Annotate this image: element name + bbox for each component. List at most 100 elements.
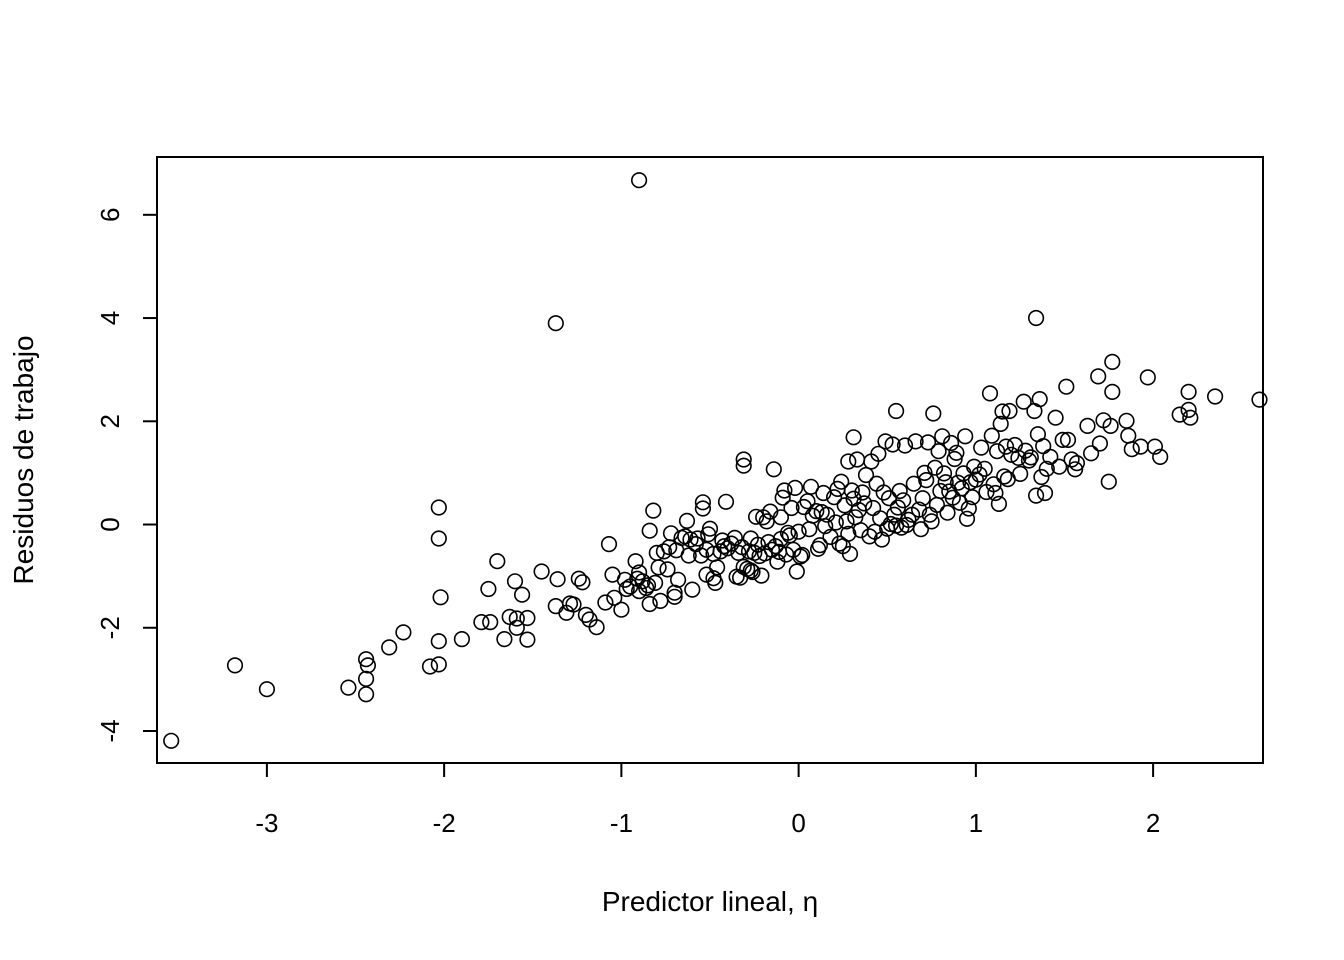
data-point xyxy=(996,468,1013,485)
data-point xyxy=(783,499,800,517)
data-point xyxy=(817,517,834,535)
data-point xyxy=(973,439,990,456)
data-point xyxy=(430,633,447,650)
data-point xyxy=(669,571,687,588)
data-point xyxy=(340,679,357,696)
data-point xyxy=(919,434,937,451)
data-point xyxy=(1035,438,1052,455)
data-point xyxy=(1066,461,1084,478)
data-point xyxy=(1036,484,1054,502)
data-point xyxy=(918,472,935,489)
data-point xyxy=(838,513,855,530)
data-point xyxy=(641,595,658,613)
data-point xyxy=(861,528,878,545)
data-point xyxy=(1102,417,1119,435)
data-point xyxy=(811,537,829,554)
data-point xyxy=(482,613,499,631)
data-point xyxy=(358,670,375,688)
data-point xyxy=(519,631,536,648)
data-point xyxy=(1120,427,1137,444)
data-point xyxy=(549,571,566,588)
data-point xyxy=(613,601,630,618)
data-point xyxy=(606,589,623,606)
x-tick-label: 1 xyxy=(969,808,983,838)
data-point xyxy=(891,482,908,500)
data-point xyxy=(942,434,960,452)
data-point xyxy=(1182,409,1199,426)
data-point xyxy=(630,564,648,581)
data-point xyxy=(808,503,825,520)
data-point xyxy=(666,588,683,605)
data-point xyxy=(359,657,377,674)
data-point xyxy=(506,573,524,590)
x-tick-label: 0 xyxy=(791,808,805,838)
data-point xyxy=(707,574,724,592)
data-point xyxy=(958,510,976,527)
data-point xyxy=(1104,383,1121,401)
data-point xyxy=(547,597,564,615)
y-axis-label: Residuos de trabajo xyxy=(8,335,39,584)
data-point xyxy=(772,509,790,526)
y-axis: -4 -2 0 2 4 6 xyxy=(95,208,158,743)
data-point xyxy=(574,574,591,591)
data-point xyxy=(964,489,981,506)
data-point xyxy=(827,514,844,531)
data-point xyxy=(1180,383,1197,401)
data-point xyxy=(841,545,859,563)
data-point xyxy=(533,563,550,580)
data-point xyxy=(873,531,891,548)
data-point xyxy=(735,457,752,474)
y-tick-label: -4 xyxy=(95,719,125,742)
data-point xyxy=(990,495,1008,513)
data-point xyxy=(701,520,719,537)
data-point xyxy=(430,530,447,547)
data-point xyxy=(948,444,965,461)
data-point xyxy=(994,403,1011,420)
data-point xyxy=(716,538,733,555)
data-point xyxy=(496,630,513,648)
data-point xyxy=(627,553,644,570)
data-point xyxy=(992,415,1009,433)
data-point xyxy=(1132,438,1149,455)
y-tick-label: 4 xyxy=(95,311,125,325)
data-point xyxy=(513,586,531,603)
data-point xyxy=(652,592,669,610)
data-point xyxy=(708,559,726,576)
data-point xyxy=(650,559,667,576)
data-point xyxy=(735,451,752,468)
data-point xyxy=(1090,368,1107,385)
data-point xyxy=(1015,393,1032,410)
data-point xyxy=(226,657,244,674)
data-point xyxy=(997,438,1015,455)
x-axis-label: Predictor lineal, η xyxy=(602,886,818,917)
data-point xyxy=(588,619,605,636)
data-point xyxy=(1104,353,1121,371)
data-point xyxy=(1027,309,1045,327)
data-point xyxy=(519,609,536,627)
data-point xyxy=(430,499,447,516)
x-tick-label: -3 xyxy=(255,808,278,838)
data-point xyxy=(747,508,765,525)
data-point xyxy=(1139,369,1156,386)
data-point xyxy=(430,656,447,673)
data-point xyxy=(840,525,857,542)
data-point xyxy=(831,535,848,552)
data-point xyxy=(967,471,985,488)
data-point xyxy=(1118,412,1135,429)
data-point xyxy=(896,437,914,454)
data-point xyxy=(570,570,587,587)
data-point xyxy=(1020,452,1038,469)
data-point xyxy=(1079,417,1096,435)
data-point xyxy=(1063,451,1080,468)
x-axis: -3 -2 -1 0 1 2 xyxy=(255,762,1160,838)
data-point xyxy=(641,522,658,539)
data-point xyxy=(508,610,525,627)
data-point xyxy=(577,606,595,624)
data-point xyxy=(848,451,866,468)
data-point xyxy=(987,484,1004,502)
data-point xyxy=(1022,449,1039,466)
data-point xyxy=(935,465,953,482)
data-point xyxy=(930,443,947,460)
data-point xyxy=(597,594,614,611)
